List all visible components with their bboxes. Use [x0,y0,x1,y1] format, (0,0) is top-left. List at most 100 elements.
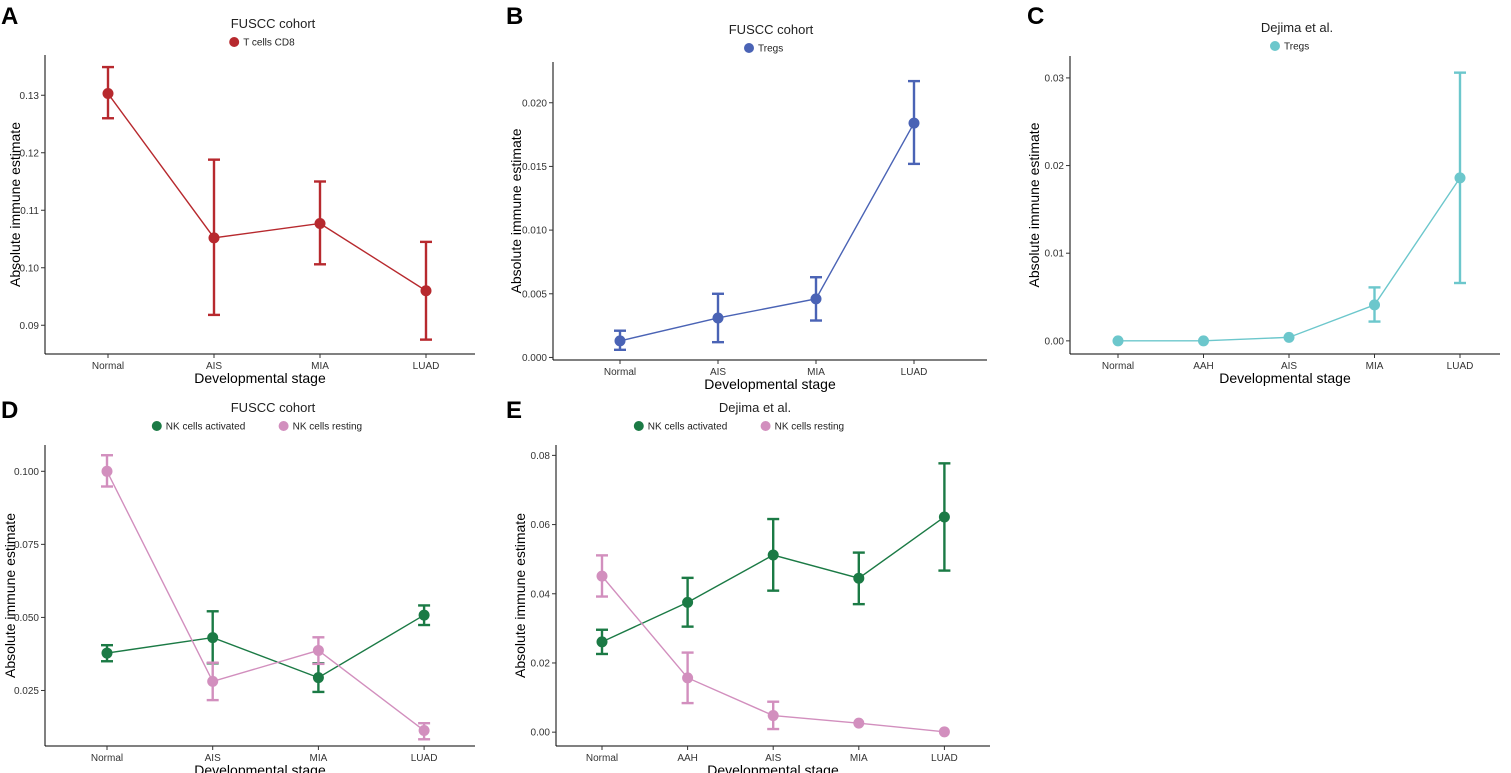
panel-letter: A [1,3,18,30]
data-point [1198,335,1209,347]
data-point [767,710,779,722]
panel-letter: E [506,397,522,424]
y-axis-title: Absolute immune estimate [1026,122,1042,287]
x-tick-label: LUAD [901,367,928,378]
data-point [853,717,865,729]
x-axis-title: Developmental stage [194,370,326,386]
y-tick-label: 0.010 [522,226,547,237]
y-tick-label: 0.020 [522,98,547,109]
series-line [619,122,915,342]
y-axis-title: Absolute immune estimate [7,122,23,287]
x-tick-label: MIA [1366,361,1384,372]
panel-letter: C [1027,3,1044,30]
data-point [102,88,114,100]
y-tick-label: 0.10 [20,263,40,274]
y-tick-label: 0.09 [20,321,40,332]
panel-c: C Dejima et al. Tregs 0.00 0.01 0.02 0.03 Norma… [1026,3,1500,386]
series-line [106,470,425,732]
x-tick-label: Normal [91,753,123,764]
legend-marker [151,421,162,431]
legend-marker [760,421,771,431]
x-tick-label: AAH [677,753,698,764]
data-point [418,725,430,737]
legend-marker [278,421,289,431]
legend-marker [229,37,240,47]
y-tick-label: 0.00 [531,728,551,739]
chart-title: FUSCC cohort [231,16,316,31]
x-tick-label: AIS [205,753,221,764]
data-point [101,465,113,477]
data-point [767,549,779,561]
data-point [101,647,113,659]
legend-marker [744,43,754,53]
data-point [596,636,608,648]
series-line [106,614,425,679]
x-tick-label: Normal [92,361,124,372]
data-point [1454,172,1466,184]
x-axis-title: Developmental stage [1219,370,1351,386]
panel-letter: D [1,397,18,424]
data-point [682,672,694,684]
y-tick-label: 0.02 [1045,161,1065,172]
chart-title: Dejima et al. [1261,20,1333,35]
data-point [312,644,324,656]
chart-title: FUSCC cohort [231,400,316,415]
panel-letter: B [506,3,523,30]
data-point [1283,331,1295,343]
x-tick-label: AIS [206,361,222,372]
y-tick-label: 0.050 [14,613,39,624]
x-tick-label: MIA [850,753,868,764]
series-line [1118,177,1461,342]
data-point [418,609,430,621]
legend-marker [633,421,644,431]
y-tick-label: 0.04 [531,589,551,600]
data-point [938,511,950,523]
x-tick-label: AIS [765,753,781,764]
chart-title: FUSCC cohort [729,22,814,37]
chart-title: Dejima et al. [719,400,791,415]
x-tick-label: Normal [1102,361,1134,372]
x-tick-label: Normal [604,367,636,378]
series-nk-cells-activated [596,462,951,656]
x-tick-label: MIA [311,361,329,372]
y-tick-label: 0.11 [20,206,39,217]
panel-e: E Dejima et al.NK cells activated NK cells… [506,397,990,773]
legend: T cells CD8 [229,37,295,49]
series-nk-cells-resting [101,454,431,741]
series-nk-cells-activated [101,604,431,694]
data-point [614,335,626,347]
x-tick-label: LUAD [413,361,440,372]
x-tick-label: LUAD [1447,361,1474,372]
series-tregs [614,79,920,352]
x-tick-label: AAH [1193,361,1214,372]
data-point [853,572,865,584]
data-point [207,675,219,687]
y-tick-label: 0.13 [20,91,40,102]
x-tick-label: AIS [1281,361,1297,372]
y-tick-label: 0.000 [522,353,547,364]
series-t-cells-cd8 [102,65,432,341]
y-tick-label: 0.00 [1045,336,1065,347]
data-point [1112,335,1124,347]
y-tick-label: 0.08 [531,451,551,462]
series-tregs [1112,71,1466,347]
y-tick-label: 0.015 [522,162,547,173]
x-tick-label: LUAD [411,753,438,764]
x-tick-label: LUAD [931,753,958,764]
data-point [420,285,432,297]
y-tick-label: 0.06 [531,520,551,531]
y-tick-label: 0.12 [20,148,40,159]
series-nk-cells-resting [596,554,950,738]
data-point [810,293,822,305]
y-tick-label: 0.075 [14,540,39,551]
data-point [938,726,950,738]
x-tick-label: AIS [710,367,726,378]
y-axis-title: Absolute immune estimate [2,513,18,678]
y-tick-label: 0.100 [14,467,39,478]
y-tick-label: 0.03 [1045,73,1065,84]
x-axis-title: Developmental stage [707,762,839,773]
panel-a: A FUSCC cohort T cells CD8 0.09 0.10 0.11 0.12… [1,3,475,386]
y-tick-label: 0.025 [14,686,39,697]
data-point [314,217,326,229]
